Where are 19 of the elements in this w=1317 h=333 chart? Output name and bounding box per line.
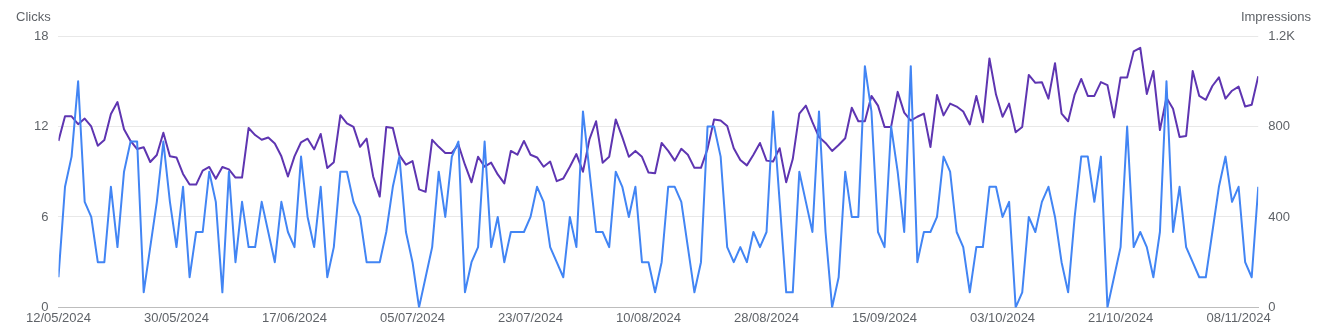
x-tick-label: 03/10/2024 (970, 309, 1036, 325)
x-tick-label: 30/05/2024 (143, 309, 210, 325)
x-tick-label: 15/09/2024 (852, 309, 918, 325)
x-tick-label: 10/08/2024 (615, 309, 682, 325)
y2-tick-label: 400 (1268, 208, 1290, 224)
y-tick-label: 0 (41, 298, 49, 314)
y-tick-label: 18 (33, 27, 49, 43)
y2-tick-label: 1.2K (1268, 27, 1296, 43)
x-tick-label: 21/10/2024 (1088, 309, 1154, 325)
y2-tick-label: 800 (1268, 118, 1290, 134)
y-tick-label: 12 (33, 118, 49, 134)
y2-axis-title: Impressions (1240, 9, 1312, 25)
x-tick-label: 17/06/2024 (261, 309, 328, 325)
x-tick-label: 05/07/2024 (379, 309, 446, 325)
x-tick-label: 23/07/2024 (497, 309, 564, 325)
y-axis-title: Clicks (16, 9, 52, 25)
y2-tick-label: 0 (1268, 298, 1276, 314)
x-tick-label: 28/08/2024 (734, 309, 800, 325)
y-tick-label: 6 (41, 208, 49, 224)
